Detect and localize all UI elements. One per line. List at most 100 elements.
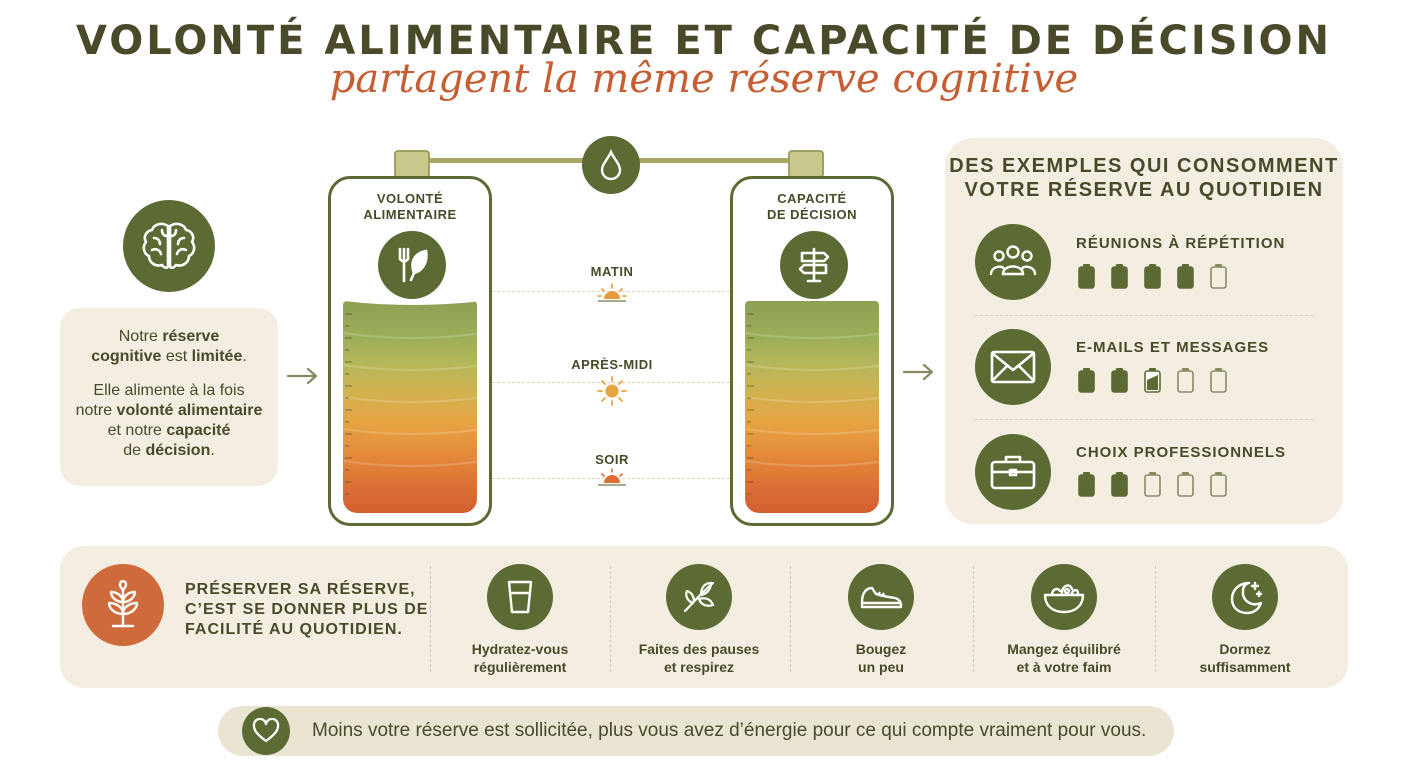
example-label: CHOIX PROFESSIONNELS (1076, 444, 1287, 461)
tank-label: VOLONTÉ ALIMENTAIRE (331, 191, 489, 223)
tip-divider (973, 566, 974, 672)
plant-icon (82, 564, 164, 646)
glass-icon (487, 564, 553, 630)
tips-band: PRÉSERVER SA RÉSERVE, C’EST SE DONNER PL… (60, 546, 1348, 688)
battery-icon-full (1111, 368, 1128, 393)
brain-icon (123, 200, 215, 292)
tip-label-line: Faites des pauses (638, 641, 760, 657)
sunrise-icon (597, 283, 627, 302)
intro-paragraph-2: Elle alimente à la fois notre volonté al… (60, 381, 278, 461)
moon-icon (1212, 564, 1278, 630)
examples-title-line: VOTRE RÉSERVE AU QUOTIDIEN (964, 179, 1324, 201)
intro-paragraph-1: Notre réserve cognitive est limitée. (60, 327, 278, 367)
time-divider (492, 382, 730, 383)
briefcase-icon (975, 434, 1051, 510)
tip-eating: Mangez équilibré et à votre faim (989, 564, 1139, 676)
envelope-icon (975, 329, 1051, 405)
tip-hydration: Hydratez-vous régulièrement (445, 564, 595, 676)
battery-icon-empty (1210, 368, 1227, 393)
signpost-icon (780, 231, 848, 299)
tip-label: Bougez un peu (806, 640, 956, 676)
liquid-level (745, 301, 879, 513)
tip-label-line: régulièrement (473, 659, 567, 675)
tip-label-line: et à votre faim (1016, 659, 1112, 675)
battery-icon-empty (1144, 472, 1161, 497)
intro-text: Elle alimente à la fois (93, 382, 245, 399)
page-subtitle: partagent la même réserve cognitive (329, 56, 1079, 102)
battery-icon-empty (1177, 472, 1194, 497)
tip-divider (790, 566, 791, 672)
battery-icon-full (1078, 368, 1095, 393)
tip-label: Faites des pauses et respirez (624, 640, 774, 676)
time-label-apres-midi: APRÈS-MIDI (571, 357, 653, 372)
example-divider (975, 419, 1313, 420)
battery-icon-half (1144, 368, 1161, 393)
preserve-line: C’EST SE DONNER PLUS DE (185, 601, 429, 618)
battery-icon-full (1144, 264, 1161, 289)
intro-text-bold: réserve (162, 328, 220, 345)
tank-scale (345, 313, 352, 495)
tip-label-line: Bougez (855, 641, 907, 657)
preserve-message: PRÉSERVER SA RÉSERVE, C’EST SE DONNER PL… (185, 580, 428, 640)
intro-text-bold: limitée (191, 348, 243, 365)
salad-bowl-icon (1031, 564, 1097, 630)
page-title: VOLONTÉ ALIMENTAIRE ET CAPACITÉ DE DÉCIS… (76, 18, 1332, 64)
liquid-level (343, 301, 477, 513)
arrow-right-icon (286, 367, 318, 385)
group-icon (975, 224, 1051, 300)
examples-title: DES EXEMPLES QUI CONSOMMENT VOTRE RÉSERV… (945, 154, 1343, 202)
tank-label-line: CAPACITÉ (777, 191, 847, 206)
intro-card: Notre réserve cognitive est limitée. Ell… (60, 308, 278, 486)
examples-panel: DES EXEMPLES QUI CONSOMMENT VOTRE RÉSERV… (945, 138, 1343, 524)
intro-text-bold: capacité (166, 422, 231, 439)
tank-label-line: ALIMENTAIRE (363, 207, 457, 222)
example-label: RÉUNIONS À RÉPÉTITION (1076, 235, 1286, 252)
tip-sleep: Dormez suffisamment (1170, 564, 1320, 676)
sun-icon (597, 376, 627, 406)
tank-volonte-alimentaire: VOLONTÉ ALIMENTAIRE (328, 176, 492, 526)
tank-capacite-decision: CAPACITÉ DE DÉCISION (730, 176, 894, 526)
tank-label-line: VOLONTÉ (376, 191, 444, 206)
footer-message: Moins votre réserve est sollicitée, plus… (312, 720, 1147, 741)
heart-icon (242, 707, 290, 755)
intro-text: . (242, 348, 247, 365)
tip-label: Mangez équilibré et à votre faim (989, 640, 1139, 676)
tip-divider (1155, 566, 1156, 672)
shoe-icon (848, 564, 914, 630)
tip-label: Dormez suffisamment (1170, 640, 1320, 676)
tank-label-line: DE DÉCISION (766, 207, 857, 222)
battery-icon-empty (1210, 472, 1227, 497)
leaves-icon (666, 564, 732, 630)
battery-icon-full (1111, 264, 1128, 289)
battery-icon-full (1111, 472, 1128, 497)
tip-movement: Bougez un peu (806, 564, 956, 676)
tank-cap (394, 150, 430, 178)
sunset-icon (598, 468, 626, 486)
battery-row (1077, 367, 1228, 394)
time-label-matin: MATIN (590, 264, 634, 279)
tip-divider (610, 566, 611, 672)
battery-row (1077, 471, 1228, 498)
intro-text: . (210, 442, 215, 459)
preserve-line: FACILITÉ AU QUOTIDIEN. (185, 621, 403, 638)
fork-leaf-icon (378, 231, 446, 299)
tip-label-line: Hydratez-vous (471, 641, 569, 657)
water-drop-icon (582, 136, 640, 194)
example-label: E-MAILS ET MESSAGES (1076, 339, 1270, 356)
preserve-line: PRÉSERVER SA RÉSERVE, (185, 581, 416, 598)
intro-text: est (161, 348, 192, 365)
tip-label-line: Mangez équilibré (1007, 641, 1121, 657)
tip-divider (430, 566, 431, 672)
battery-icon-empty (1177, 368, 1194, 393)
intro-text: de (123, 442, 146, 459)
battery-icon-empty (1210, 264, 1227, 289)
tank-cap (788, 150, 824, 178)
intro-text-bold: cognitive (91, 348, 162, 365)
footer-banner: Moins votre réserve est sollicitée, plus… (218, 706, 1174, 756)
intro-text-bold: décision (145, 442, 211, 459)
arrow-right-icon (902, 363, 934, 381)
battery-icon-full (1177, 264, 1194, 289)
tip-label: Hydratez-vous régulièrement (445, 640, 595, 676)
tip-label-line: suffisamment (1199, 659, 1291, 675)
intro-text: et notre (107, 422, 167, 439)
